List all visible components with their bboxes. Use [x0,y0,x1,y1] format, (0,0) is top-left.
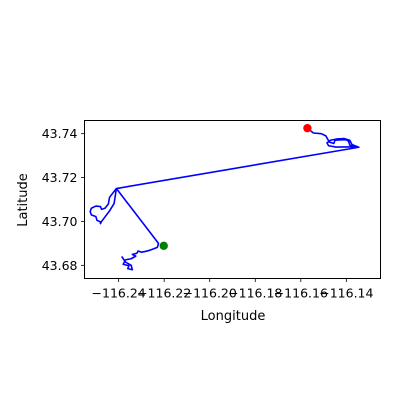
end-marker [159,241,168,251]
x-tick-label: −116.20 [183,286,237,301]
marker-layer [159,123,312,251]
plot-area [84,120,381,279]
x-axis-label: Longitude [201,309,266,324]
start-marker [303,123,312,133]
x-tick-label: −116.22 [137,286,191,301]
x-tick-label: −116.24 [92,286,146,301]
y-tick-label: 43.72 [42,170,78,185]
y-axis-ticks: 43.68 43.70 43.72 43.74 [42,126,85,273]
y-tick-label: 43.74 [42,126,78,141]
x-tick-label: −116.18 [228,286,282,301]
route-layer [89,127,360,271]
x-axis-ticks: −116.24−116.22−116.20−116.18−116.16−116.… [92,278,373,301]
x-tick-label: −116.16 [274,286,328,301]
y-tick-label: 43.70 [42,214,78,229]
y-tick-label: 43.68 [42,258,78,273]
route-line-0 [89,127,360,271]
y-axis-label: Latitude [16,173,31,227]
x-tick-label: −116.14 [319,286,373,301]
plot-frame [84,120,381,279]
